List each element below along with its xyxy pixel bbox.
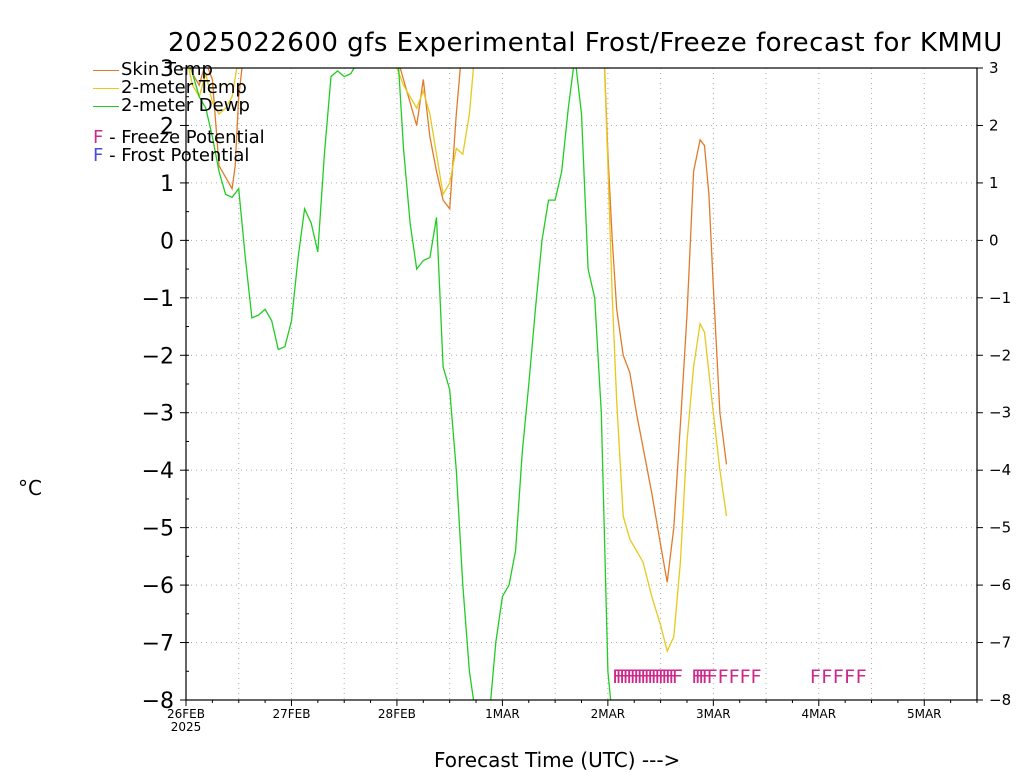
y-tick-label-left: −5 [142,517,174,542]
freeze-flag-mark: F [672,666,683,688]
series-skin-temp [189,68,728,583]
freeze-flag-mark: F [654,666,665,688]
grid-lines [185,67,978,701]
y-tick-label-left: −7 [142,632,174,657]
legend-freeze-potential: F - Freeze Potential [93,129,265,147]
x-tick-label: 27FEB [272,707,310,721]
y-tick-label-left: −2 [142,344,174,369]
freeze-flag-mark: F [616,666,627,688]
y-tick-label-left: −8 [142,689,174,714]
x-tick-label: 1MAR [485,707,520,721]
y-tick-label-right: −6 [989,576,1011,594]
legend-skin-temp: Skin Temp [93,61,213,79]
freeze-flag-mark: F [630,666,641,688]
y-tick-label-right: −1 [989,289,1011,307]
x-tick-label: 26FEB [167,707,205,721]
legend-frost-text: - Frost Potential [109,145,250,166]
y-tick-label-left: 3 [160,57,174,82]
freeze-flag-mark: F [651,666,662,688]
freeze-flag-mark: F [619,666,630,688]
legend-2m-dewp: 2-meter Dewp [93,97,250,115]
chart-title: 2025022600 gfs Experimental Frost/Freeze… [168,28,1003,58]
freeze-flag-mark: F [669,666,680,688]
freeze-flag-mark: F [637,666,648,688]
freeze-flag-mark: F [844,666,855,688]
y-tick-label-right: 2 [989,116,999,134]
freeze-flag-mark: F [856,666,867,688]
legend-frost-potential: F - Frost Potential [93,147,249,165]
freeze-flag-mark: F [729,666,740,688]
x-tick-label: 2MAR [591,707,626,721]
x-tick-sublabel: 2025 [171,720,202,734]
legend-freeze-text: - Freeze Potential [109,127,265,148]
legend-freeze-letter: F [93,127,104,148]
y-tick-label-right: −4 [989,461,1011,479]
x-tick-label: 5MAR [907,707,942,721]
y-tick-label-right: 3 [989,59,999,77]
y-tick-label-right: −2 [989,346,1011,364]
freeze-flag-mark: F [833,666,844,688]
freeze-flag-mark: F [810,666,821,688]
series-group [187,68,728,700]
y-tick-label-right: −8 [989,691,1011,709]
legend-skin-label: Skin Temp [121,59,213,80]
x-tick-label: 28FEB [378,707,416,721]
y-tick-label-left: −6 [142,574,174,599]
x-tick-label: 4MAR [802,707,837,721]
y-tick-label-left: 1 [160,172,174,197]
y-tick-label-left: −1 [142,287,174,312]
freeze-flag-mark: F [695,666,706,688]
legend-dewp-swatch [93,105,119,107]
freeze-flag-mark: F [633,666,644,688]
freeze-flag-mark: F [702,666,713,688]
freeze-flag-mark: F [698,666,709,688]
freeze-flag-mark: F [644,666,655,688]
freeze-flag-mark: F [740,666,751,688]
x-tick-label: 3MAR [696,707,731,721]
y-tick-label-left: −3 [142,402,174,427]
series-2-meter-temp [187,68,728,654]
legend-dewp-label: 2-meter Dewp [121,95,250,116]
freeze-flag-mark: F [612,666,623,688]
legend-skin-swatch [93,69,119,71]
legend-temp-label: 2-meter Temp [121,77,247,98]
y-tick-label-left: −4 [142,459,174,484]
freeze-flag-mark: F [665,666,676,688]
freeze-flag-mark: F [821,666,832,688]
freeze-flag-mark: F [658,666,669,688]
freeze-flag-mark: F [623,666,634,688]
legend-2m-temp: 2-meter Temp [93,79,247,97]
y-tick-label-left: 2 [160,114,174,139]
legend-frost-letter: F [93,145,104,166]
y-tick-label-right: −5 [989,519,1011,537]
series-2-meter-dewp [190,68,612,700]
x-axis-label: Forecast Time (UTC) ---> [434,748,681,772]
y-axis-label: °C [18,476,42,500]
freeze-flag-mark: F [707,666,718,688]
freeze-flag-mark: F [626,666,637,688]
freeze-flag-mark: F [661,666,672,688]
y-tick-label-right: 0 [989,231,999,249]
y-tick-label-left: 0 [160,229,174,254]
freeze-flag-mark: F [647,666,658,688]
y-tick-label-right: −7 [989,634,1011,652]
y-tick-label-right: 1 [989,174,999,192]
legend-temp-swatch [93,87,119,89]
freeze-flag-mark: F [691,666,702,688]
freeze-flag-mark: F [751,666,762,688]
freeze-flag-mark: F [718,666,729,688]
freeze-flag-mark: F [640,666,651,688]
y-axes: 3 3 2 2 1 1 0 0 −1 −1 −2 −2 −3 −3 −4 −4 −5 −5 −6 −6 −7 −7 −8 −8 [142,57,1012,714]
plot-frame [185,67,978,701]
y-tick-label-right: −3 [989,404,1011,422]
